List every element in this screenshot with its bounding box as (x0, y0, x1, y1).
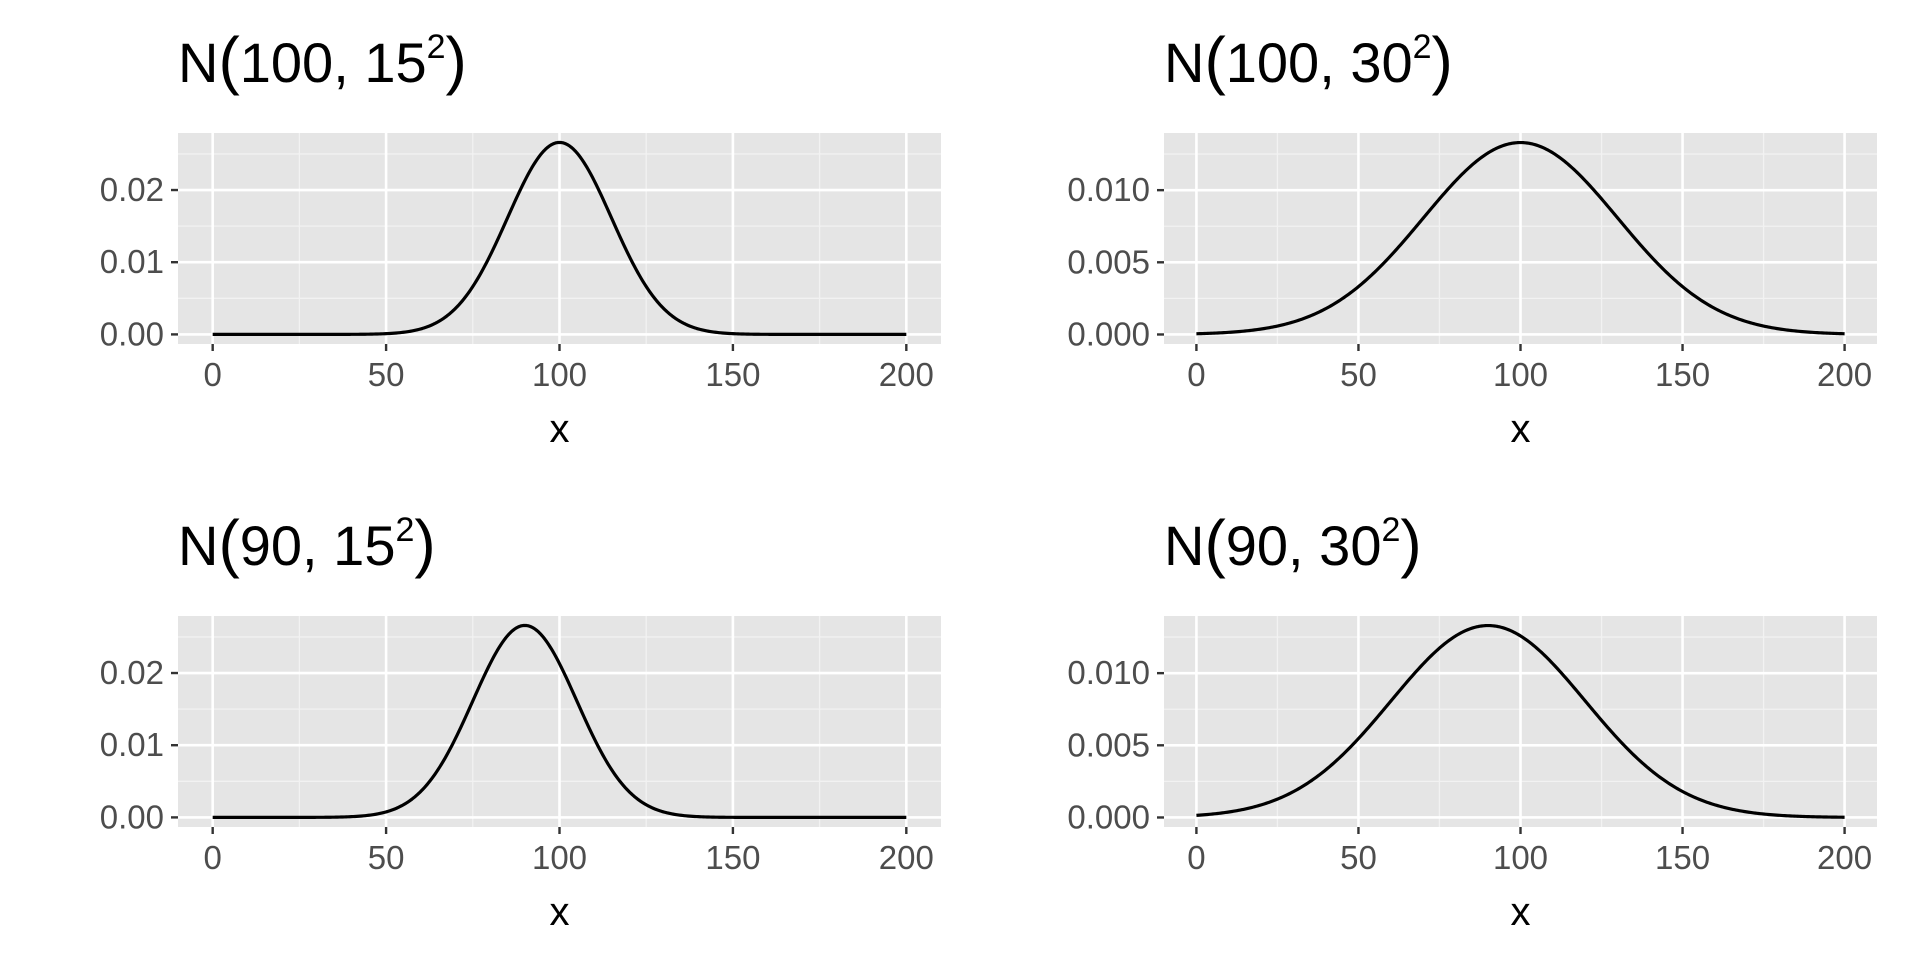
x-tick-label: 200 (1817, 356, 1872, 393)
title-close-paren: ) (1432, 24, 1453, 96)
x-tick-label: 200 (879, 356, 934, 393)
x-tick-label: 50 (1340, 356, 1377, 393)
x-tick-label: 50 (368, 356, 405, 393)
x-tick-label: 100 (532, 839, 587, 876)
title-close-paren: ) (1400, 507, 1421, 579)
title-prefix: N (178, 31, 218, 94)
title-exponent: 2 (1381, 511, 1400, 549)
x-tick-label: 0 (1187, 839, 1205, 876)
title-prefix: N (1164, 514, 1204, 577)
y-tick-label: 0.010 (1067, 654, 1150, 691)
x-tick-label: 0 (204, 839, 222, 876)
chart-panel-1: 0.00 0.01 0.02 0 50 100 150 200 x N(100, 152) (100, 24, 941, 451)
title-open-paren: ( (218, 507, 239, 579)
y-tick-label: 0.005 (1067, 726, 1150, 763)
x-tick-label: 150 (1655, 839, 1710, 876)
y-tick-label: 0.005 (1067, 243, 1150, 280)
title-open-paren: ( (218, 24, 239, 96)
title-open-paren: ( (1204, 24, 1225, 96)
title-args: 100, 30 (1226, 31, 1413, 94)
x-tick-label: 200 (1817, 839, 1872, 876)
x-tick-label: 150 (705, 356, 760, 393)
x-tick-label: 0 (204, 356, 222, 393)
title-close-paren: ) (414, 507, 435, 579)
density-line (1196, 140, 1845, 336)
title-open-paren: ( (1204, 507, 1225, 579)
y-tick-label: 0.01 (100, 726, 164, 763)
x-tick-label: 50 (1340, 839, 1377, 876)
chart-title: N(90, 152) (178, 507, 436, 579)
title-exponent: 2 (395, 511, 414, 549)
x-tick-label: 100 (532, 356, 587, 393)
x-tick-label: 200 (879, 839, 934, 876)
title-args: 90, 30 (1226, 514, 1382, 577)
x-axis-label: x (550, 890, 570, 934)
chart-title: N(90, 302) (1164, 507, 1422, 579)
title-exponent: 2 (427, 28, 446, 66)
y-tick-label: 0.00 (100, 315, 164, 352)
y-tick-label: 0.000 (1067, 798, 1150, 835)
title-args: 90, 15 (240, 514, 396, 577)
density-line (212, 623, 907, 819)
chart-panel-4: 0.000 0.005 0.010 0 50 100 150 200 x N(90, 302) (1067, 507, 1877, 934)
y-tick-label: 0.00 (100, 798, 164, 835)
chart-title: N(100, 302) (1164, 24, 1453, 96)
title-exponent: 2 (1413, 28, 1432, 66)
x-tick-label: 100 (1493, 356, 1548, 393)
x-tick-label: 100 (1493, 839, 1548, 876)
y-tick-label: 0.02 (100, 654, 164, 691)
y-tick-label: 0.02 (100, 171, 164, 208)
y-tick-label: 0.000 (1067, 315, 1150, 352)
title-prefix: N (178, 514, 218, 577)
title-prefix: N (1164, 31, 1204, 94)
x-axis-label: x (550, 407, 570, 451)
title-close-paren: ) (446, 24, 467, 96)
x-tick-label: 0 (1187, 356, 1205, 393)
x-axis-label: x (1511, 407, 1531, 451)
chart-title: N(100, 152) (178, 24, 467, 96)
density-line (1196, 623, 1845, 819)
density-line (212, 140, 907, 336)
chart-panel-3: 0.00 0.01 0.02 0 50 100 150 200 x N(90, 152) (100, 507, 941, 934)
x-tick-label: 150 (1655, 356, 1710, 393)
title-args: 100, 15 (240, 31, 427, 94)
y-tick-label: 0.01 (100, 243, 164, 280)
chart-panel-2: 0.000 0.005 0.010 0 50 100 150 200 x N(100, 302) (1067, 24, 1877, 451)
x-tick-label: 150 (705, 839, 760, 876)
x-tick-label: 50 (368, 839, 405, 876)
y-tick-label: 0.010 (1067, 171, 1150, 208)
x-axis-label: x (1511, 890, 1531, 934)
